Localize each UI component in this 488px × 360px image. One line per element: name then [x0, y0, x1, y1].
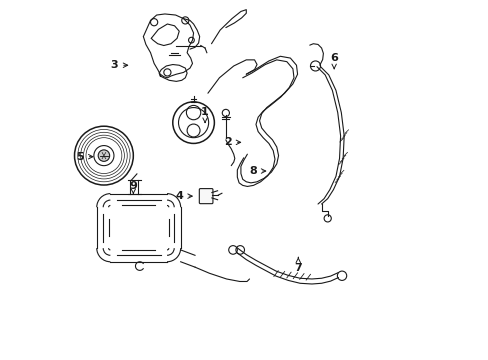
Text: 3: 3: [110, 60, 127, 70]
Text: 7: 7: [294, 257, 302, 273]
Text: 2: 2: [224, 138, 240, 147]
Text: 1: 1: [201, 107, 208, 123]
Text: 5: 5: [76, 152, 93, 162]
Text: 9: 9: [129, 181, 137, 194]
Circle shape: [98, 150, 109, 161]
FancyBboxPatch shape: [199, 189, 212, 204]
Text: 6: 6: [329, 53, 337, 69]
Text: 4: 4: [175, 191, 192, 201]
Text: 8: 8: [249, 166, 265, 176]
